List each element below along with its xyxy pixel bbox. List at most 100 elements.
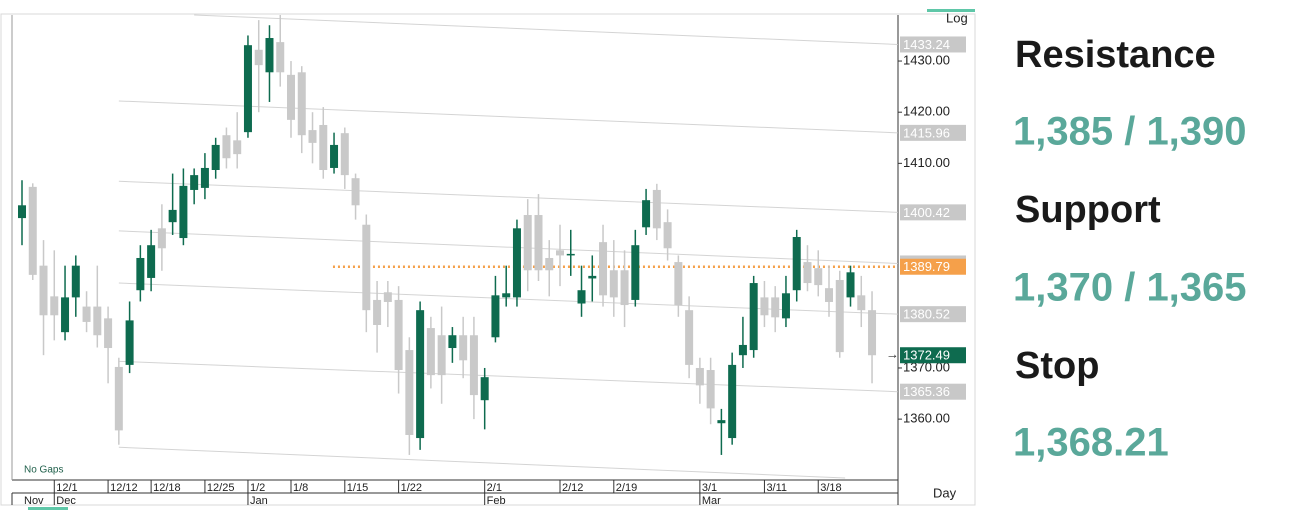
x-tick-label: 1/2 <box>250 482 265 494</box>
candle-body <box>39 265 48 316</box>
accent-bar <box>28 507 68 510</box>
candle-body <box>222 135 231 159</box>
x-tick-label: 2/19 <box>616 482 637 494</box>
candle-body <box>599 242 608 296</box>
x-tick-label: 12/1 <box>56 482 77 494</box>
candle-body <box>254 49 263 66</box>
x-tick-label: 12/12 <box>110 482 138 494</box>
candle-body <box>835 279 844 353</box>
price-box <box>900 383 966 400</box>
candle-body <box>566 253 575 256</box>
candle-body <box>620 270 629 306</box>
candle-body <box>373 299 382 325</box>
candle-body <box>534 215 543 271</box>
candle-body <box>792 237 801 291</box>
candle-body <box>243 45 252 133</box>
candle-body <box>523 215 532 271</box>
candle-body <box>394 299 403 371</box>
gaps-label: No Gaps <box>24 465 63 476</box>
price-box-label: 1415.96 <box>903 125 950 140</box>
month-label: Nov <box>24 495 44 507</box>
y-tick-label: 1420.00 <box>903 104 950 119</box>
panel-value: 1,370 / 1,365 <box>1013 266 1247 310</box>
month-label: Mar <box>702 495 721 507</box>
candle-body <box>308 130 317 143</box>
candle-body <box>104 318 113 349</box>
candle-body <box>50 296 59 316</box>
price-box <box>900 306 966 323</box>
x-tick-label: 12/18 <box>153 482 181 494</box>
candle-body <box>28 186 37 275</box>
x-tick-label: 12/25 <box>207 482 235 494</box>
candle-body <box>577 290 586 304</box>
x-tick-label: 2/12 <box>562 482 583 494</box>
candle-body <box>663 222 672 249</box>
chart-frame <box>0 13 976 506</box>
channel-line <box>118 446 846 479</box>
candle-body <box>749 283 758 351</box>
candle-body <box>211 144 220 170</box>
x-tick-label: 1/22 <box>401 482 422 494</box>
candle-body <box>125 320 134 365</box>
candle-body <box>351 178 360 206</box>
candle-body <box>491 295 500 338</box>
candle-body <box>426 328 435 376</box>
channel-line <box>194 14 898 45</box>
candle-body <box>459 335 468 361</box>
candle-body <box>190 175 199 190</box>
price-box-label: 1365.36 <box>903 384 950 399</box>
candle-body <box>448 335 457 349</box>
candle-body <box>362 224 371 311</box>
period: Day <box>933 485 957 500</box>
candle-body <box>771 297 780 318</box>
candle-body <box>868 310 877 356</box>
candle-body <box>265 38 274 73</box>
candle-body <box>803 262 812 284</box>
x-tick-label: 2/1 <box>487 482 502 494</box>
candle-body <box>147 245 156 278</box>
candle-body <box>814 268 823 286</box>
panel-value: 1,368.21 <box>1013 421 1169 465</box>
candle-body <box>846 272 855 298</box>
candle-body <box>706 370 715 409</box>
channel-line <box>118 180 898 213</box>
price-box-label: 1380.52 <box>903 307 950 322</box>
candle-body <box>200 167 209 188</box>
accent-bar <box>927 9 975 12</box>
x-tick-label: 1/8 <box>293 482 308 494</box>
candle-body <box>319 124 328 170</box>
candle-body <box>469 335 478 396</box>
price-box <box>900 347 966 364</box>
price-arrow: → <box>886 347 899 362</box>
candle-body <box>545 257 554 271</box>
panel-heading: Support <box>1015 189 1161 231</box>
candle-body <box>233 140 242 155</box>
candle-body <box>588 275 597 279</box>
y-tick-label: 1430.00 <box>903 52 950 67</box>
x-tick-label: 3/18 <box>820 482 841 494</box>
candle-body <box>556 250 564 256</box>
y-tick-label: 1410.00 <box>903 155 950 170</box>
price-box <box>900 258 966 275</box>
x-tick-label: 1/15 <box>347 482 368 494</box>
candle-body <box>157 228 166 249</box>
candle-body <box>340 133 349 176</box>
price-box-label: 1400.42 <box>903 205 950 220</box>
channel-line <box>118 230 898 264</box>
price-box <box>900 36 966 53</box>
candle-body <box>71 265 80 298</box>
candle-body <box>276 42 285 73</box>
candle-body <box>168 209 177 223</box>
candle-body <box>82 306 91 322</box>
candle-body <box>114 366 123 431</box>
candle-body <box>18 205 26 219</box>
candle-body <box>609 270 618 298</box>
candle-body <box>857 295 866 311</box>
candle-body <box>179 185 188 239</box>
price-box-label: 1372.49 <box>903 348 950 363</box>
price-box-label: 1389.79 <box>903 259 950 274</box>
panel-heading: Stop <box>1015 345 1099 387</box>
panel-value: 1,385 / 1,390 <box>1013 110 1247 154</box>
candle-body <box>136 257 145 291</box>
